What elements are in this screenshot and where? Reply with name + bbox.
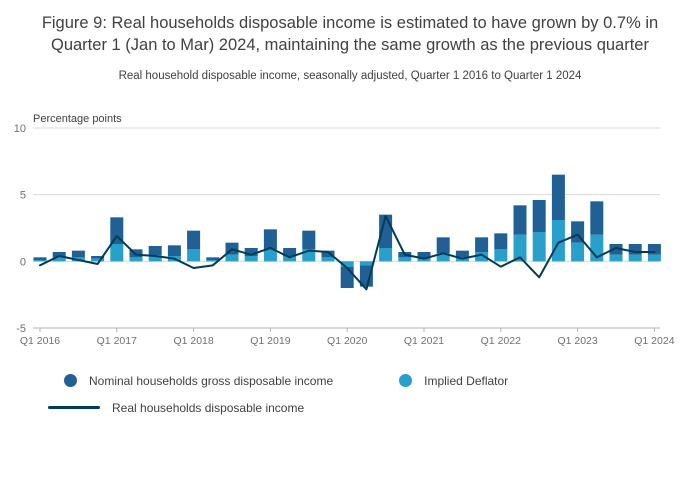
legend-item-real: Real households disposable income (48, 401, 304, 415)
svg-text:Q1 2016: Q1 2016 (20, 335, 60, 347)
svg-text:Percentage points: Percentage points (33, 113, 122, 125)
svg-text:Q1 2023: Q1 2023 (557, 335, 597, 347)
chart-area: 10 5 0 -5 Percentage points Q1 2016 Q1 2017 Q1 … (0, 106, 700, 356)
svg-text:Q1 2020: Q1 2020 (327, 335, 367, 347)
chart-title: Figure 9: Real households disposable inc… (41, 14, 659, 55)
legend-item-nominal: Nominal households gross disposable inco… (64, 374, 333, 388)
svg-text:Q1 2017: Q1 2017 (97, 335, 137, 347)
svg-text:5: 5 (20, 189, 26, 201)
nominal-legend-swatch (64, 374, 77, 388)
chart-subtitle: Real household disposable income, season… (118, 69, 582, 82)
real-legend-label: Real households disposable income (112, 400, 305, 415)
svg-text:-5: -5 (16, 323, 26, 335)
svg-text:10: 10 (14, 123, 26, 135)
svg-text:Q1 2018: Q1 2018 (173, 335, 213, 347)
svg-text:Q1 2019: Q1 2019 (250, 335, 290, 347)
deflator-legend-swatch (399, 374, 413, 388)
real-legend-swatch (48, 406, 100, 410)
legend-row-line: Real households disposable income (0, 401, 700, 415)
nominal-legend-label: Nominal households gross disposable inco… (89, 373, 334, 388)
chart-canvas: 10 5 0 -5 Percentage points Q1 2016 Q1 2017 Q1 … (14, 113, 675, 347)
svg-text:Q1 2021: Q1 2021 (404, 335, 444, 347)
svg-text:Q1 2024: Q1 2024 (634, 335, 674, 347)
deflator-legend-label: Implied Deflator (424, 373, 509, 388)
legend-row-bars: Nominal households gross disposable inco… (0, 374, 700, 388)
chart-header: Figure 9: Real households disposable inc… (0, 0, 700, 82)
svg-text:Q1 2022: Q1 2022 (481, 335, 521, 347)
legend-item-deflator: Implied Deflator (399, 374, 508, 388)
svg-text:0: 0 (20, 256, 26, 268)
legend: Nominal households gross disposable inco… (0, 374, 700, 415)
